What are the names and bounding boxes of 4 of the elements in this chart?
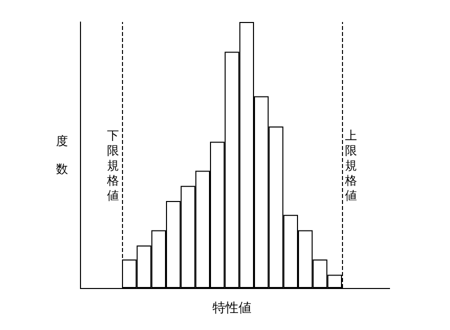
text: 上限規格値 — [345, 128, 357, 202]
y-axis-title: 度数 — [56, 134, 68, 176]
x-axis-title: 特性値 — [212, 301, 252, 316]
text: 下限規格値 — [107, 128, 119, 202]
